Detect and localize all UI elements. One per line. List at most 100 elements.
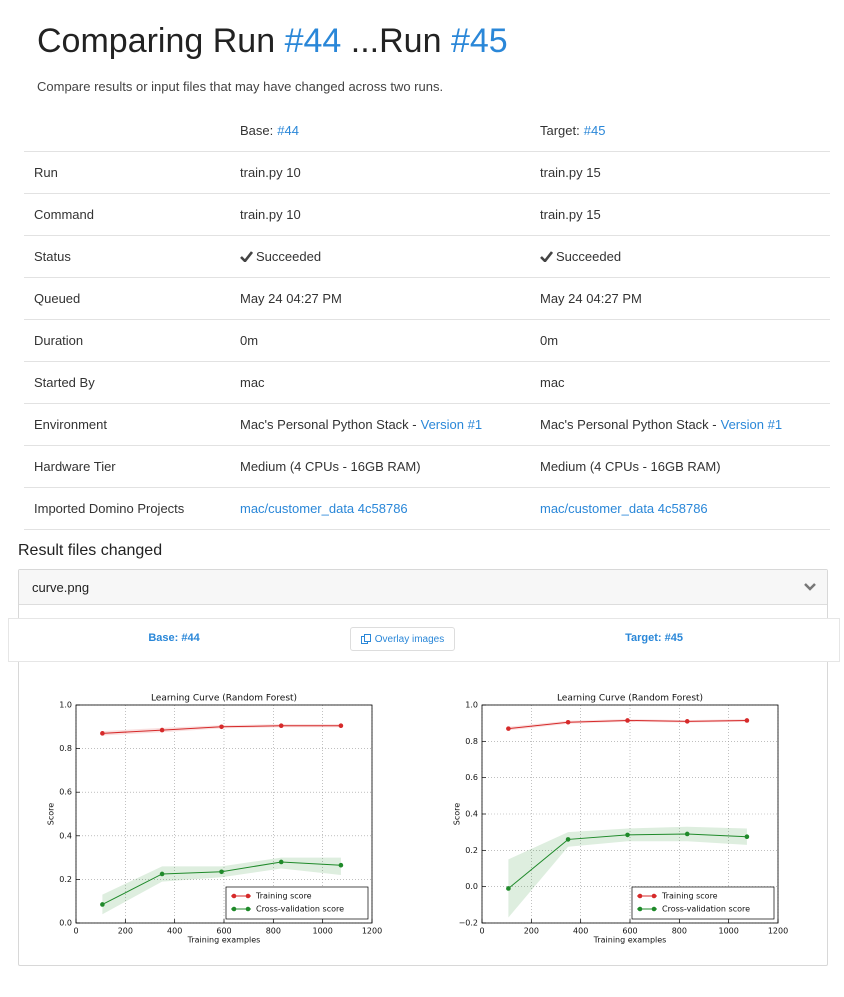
base-tab[interactable]: Base: #44 (148, 632, 200, 644)
learning-curve-chart: −0.2 0.0 0.2 0.4 0.6 0.8 1.0 0 200 400 600 800 1000 1… (453, 694, 789, 945)
axes-frame (481, 704, 779, 924)
x-tick-label: 200 (118, 927, 133, 936)
table-row: Started By mac mac (24, 361, 830, 404)
point (684, 719, 690, 724)
title-text: ...Run (350, 22, 442, 60)
row-label: Imported Domino Projects (24, 487, 240, 530)
check-shape (540, 251, 554, 263)
header-label: Target: (540, 123, 580, 138)
row-label: Environment (24, 403, 240, 446)
target-cell: Mac's Personal Python Stack - Version #1 (540, 403, 830, 446)
x-tick-label: 600 (622, 927, 637, 936)
row-label: Command (24, 193, 240, 236)
cell-link[interactable]: mac/customer_data 4c58786 (240, 501, 408, 516)
x-tick-label: 600 (216, 927, 231, 936)
x-tick-label: 400 (573, 927, 588, 936)
point (744, 718, 750, 723)
base-run-link[interactable]: #44 (284, 22, 342, 60)
check-icon (240, 251, 254, 263)
learning-curve-chart: 0.0 0.2 0.4 0.6 0.8 1.0 0 200 400 600 800 1000 1200 L… (47, 694, 383, 945)
base-cell: Medium (4 CPUs - 16GB RAM) (240, 445, 540, 488)
base-link[interactable]: #44 (277, 123, 299, 138)
cell-link[interactable]: Version #1 (720, 417, 783, 432)
base-cell: May 24 04:27 PM (240, 277, 540, 320)
base-cell: mac (240, 361, 540, 404)
cell-text: 0m (240, 333, 259, 348)
x-tick-label: 800 (266, 927, 281, 936)
chart-title: Learning Curve (Random Forest) (151, 694, 297, 704)
legend-marker (231, 906, 237, 912)
target-cell: Medium (4 CPUs - 16GB RAM) (540, 445, 830, 488)
point (506, 886, 511, 891)
x-tick-label: 800 (672, 927, 687, 936)
cell-link[interactable]: Version #1 (420, 417, 483, 432)
point (744, 834, 750, 840)
point (219, 869, 224, 875)
point (278, 723, 284, 729)
table-row: Queued May 24 04:27 PM May 24 04:27 PM (24, 277, 830, 320)
check-icon (540, 251, 554, 263)
x-tick-label: 1000 (312, 927, 332, 936)
subtitle: Compare results or input files that may … (37, 79, 444, 94)
cell-link[interactable]: mac/customer_data 4c58786 (540, 501, 708, 516)
base-cell: train.py 10 (240, 151, 540, 194)
check-shape (240, 251, 254, 263)
y-tick-label: 0.2 (465, 846, 478, 855)
x-axis-label: Training examples (187, 936, 261, 945)
y-tick-label: 1.0 (59, 701, 72, 710)
y-axis-label: Score (47, 803, 56, 825)
cell-text: Succeeded (256, 249, 322, 264)
target-cell: 0m (540, 319, 830, 362)
comparison-table: Base: #44 Target: #45 Run train.py 10 train.… (24, 110, 830, 530)
header-label: Base: (240, 123, 274, 138)
header-cell: Target: #45 (540, 110, 830, 152)
x-tick-label: 1200 (768, 927, 788, 936)
cell-text: train.py 15 (540, 207, 601, 222)
y-axis-label: Score (453, 803, 462, 825)
point (278, 859, 284, 865)
table-body: Base: #44 Target: #45 Run train.py 10 train.… (24, 110, 830, 530)
y-tick-label: 0.4 (59, 831, 72, 840)
target-tab[interactable]: Target: #45 (625, 632, 683, 644)
point (506, 726, 511, 731)
y-tick-label: 0.6 (59, 788, 72, 797)
row-label: Hardware Tier (24, 445, 240, 488)
point (625, 718, 630, 723)
point (338, 862, 344, 868)
legend-label: Training score (661, 892, 718, 901)
y-tick-label: 0.0 (59, 919, 72, 928)
cell-text: May 24 04:27 PM (240, 291, 342, 306)
chart-title: Learning Curve (Random Forest) (557, 694, 703, 704)
target-cell: mac/customer_data 4c58786 (540, 487, 830, 530)
file-panel-header[interactable]: curve.png (19, 570, 827, 605)
point (159, 871, 165, 877)
cell-text: train.py 10 (240, 207, 301, 222)
target-cell: mac (540, 361, 830, 404)
target-link[interactable]: #45 (583, 123, 606, 138)
row-label: Started By (24, 361, 240, 404)
table-row: Environment Mac's Personal Python Stack -… (24, 403, 830, 446)
row-label: Duration (24, 319, 240, 362)
target-cell: train.py 15 (540, 151, 830, 194)
x-tick-label: 0 (479, 927, 484, 936)
overlay-button[interactable]: Overlay images (350, 627, 455, 651)
x-tick-label: 200 (524, 927, 539, 936)
collapse-chevron[interactable] (803, 582, 817, 592)
table-row: Command train.py 10 train.py 15 (24, 193, 830, 236)
cell-text: train.py 15 (540, 165, 601, 180)
axes-frame (75, 704, 373, 924)
y-tick-label: 0.4 (465, 810, 478, 819)
target-run-link[interactable]: #45 (450, 22, 508, 60)
point (625, 832, 630, 838)
row-label: Queued (24, 277, 240, 320)
base-cell: Succeeded (240, 235, 540, 278)
cell-text: mac (240, 375, 265, 390)
overlay-label: Overlay images (374, 633, 445, 645)
table-row: Imported Domino Projects mac/customer_dat… (24, 487, 830, 530)
file-panel: curve.png (18, 569, 828, 966)
section-heading: Result files changed (18, 542, 163, 559)
table-row: Hardware Tier Medium (4 CPUs - 16GB RAM) M… (24, 445, 830, 488)
header-cell: Base: #44 (240, 110, 540, 152)
target-cell: May 24 04:27 PM (540, 277, 830, 320)
point (565, 837, 571, 842)
